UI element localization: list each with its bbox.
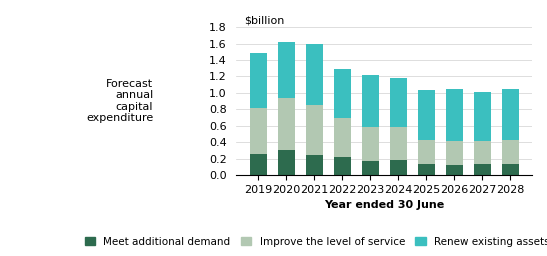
Bar	[502, 164, 519, 175]
Bar	[474, 141, 491, 164]
Bar	[334, 157, 351, 175]
Bar	[250, 53, 266, 108]
Bar	[474, 92, 491, 141]
Bar	[502, 140, 519, 164]
Bar	[418, 140, 434, 164]
Bar	[502, 89, 519, 140]
Bar	[362, 126, 379, 161]
Bar	[306, 45, 323, 105]
Y-axis label: Forecast
annual
capital
expenditure: Forecast annual capital expenditure	[86, 79, 153, 123]
Bar	[334, 69, 351, 118]
Bar	[390, 127, 406, 160]
Bar	[278, 150, 295, 175]
Bar	[362, 161, 379, 175]
Bar	[390, 160, 406, 175]
Bar	[278, 98, 295, 150]
Bar	[446, 141, 463, 165]
Bar	[418, 90, 434, 140]
Text: $billion: $billion	[244, 16, 284, 26]
X-axis label: Year ended 30 June: Year ended 30 June	[324, 200, 444, 210]
Bar	[278, 42, 295, 98]
Bar	[334, 118, 351, 157]
Legend: Meet additional demand, Improve the level of service, Renew existing assets: Meet additional demand, Improve the leve…	[80, 232, 547, 251]
Bar	[306, 105, 323, 155]
Bar	[250, 108, 266, 154]
Bar	[446, 165, 463, 175]
Bar	[390, 78, 406, 127]
Bar	[362, 75, 379, 126]
Bar	[306, 155, 323, 175]
Bar	[446, 89, 463, 141]
Bar	[474, 164, 491, 175]
Bar	[250, 154, 266, 175]
Bar	[418, 164, 434, 175]
